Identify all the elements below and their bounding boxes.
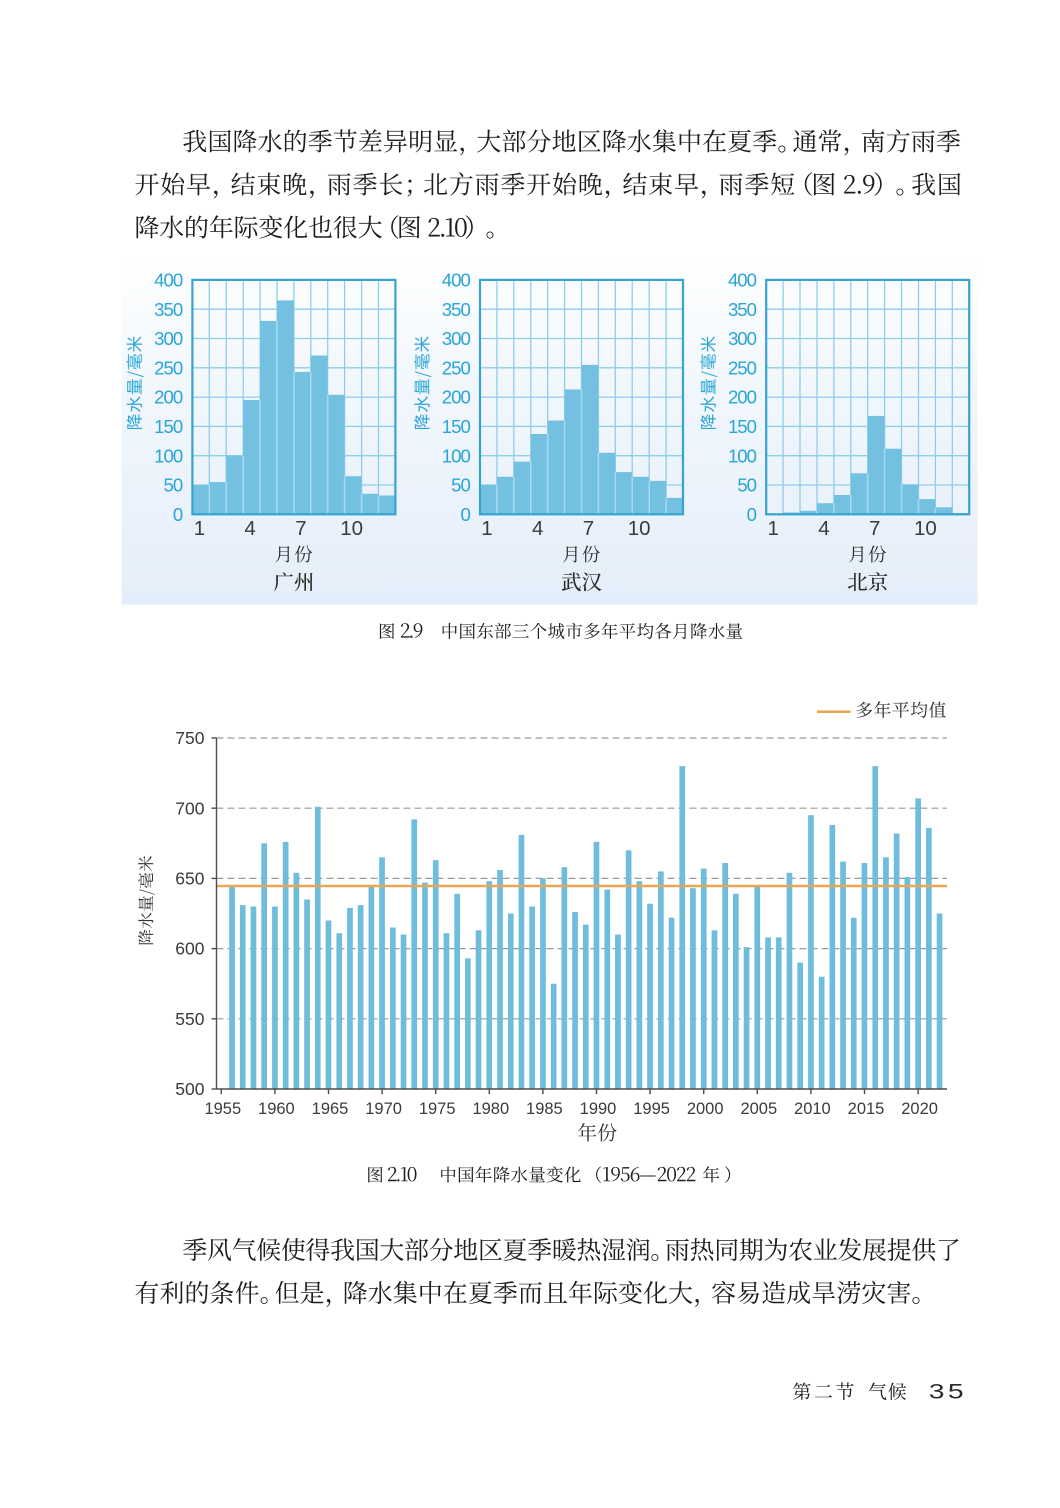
svg-text:35: 35 bbox=[929, 1380, 967, 1404]
svg-text:50: 50 bbox=[737, 475, 756, 496]
svg-text:150: 150 bbox=[154, 416, 183, 437]
svg-text:50: 50 bbox=[451, 475, 470, 496]
svg-text:1985: 1985 bbox=[526, 1100, 563, 1118]
svg-text:1990: 1990 bbox=[580, 1100, 617, 1118]
svg-text:750: 750 bbox=[175, 728, 204, 748]
svg-text:200: 200 bbox=[728, 387, 757, 408]
svg-text:300: 300 bbox=[728, 328, 757, 349]
svg-text:600: 600 bbox=[175, 939, 204, 959]
svg-text:1995: 1995 bbox=[633, 1100, 670, 1118]
svg-text:500: 500 bbox=[175, 1079, 204, 1099]
svg-text:1980: 1980 bbox=[472, 1100, 509, 1118]
svg-text:7: 7 bbox=[583, 517, 594, 540]
svg-text:400: 400 bbox=[154, 270, 183, 291]
svg-text:7: 7 bbox=[295, 517, 306, 540]
svg-text:550: 550 bbox=[175, 1009, 204, 1029]
svg-text:0: 0 bbox=[747, 504, 757, 525]
svg-text:200: 200 bbox=[154, 387, 183, 408]
svg-text:250: 250 bbox=[442, 357, 471, 378]
svg-text:650: 650 bbox=[175, 869, 204, 889]
svg-text:100: 100 bbox=[154, 445, 183, 466]
svg-text:700: 700 bbox=[175, 798, 204, 818]
svg-text:1: 1 bbox=[767, 517, 778, 540]
svg-text:1: 1 bbox=[481, 517, 492, 540]
svg-text:2000: 2000 bbox=[687, 1100, 724, 1118]
svg-text:2005: 2005 bbox=[740, 1100, 777, 1118]
svg-text:10: 10 bbox=[914, 517, 937, 540]
svg-text:1: 1 bbox=[194, 517, 205, 540]
svg-text:150: 150 bbox=[728, 416, 757, 437]
svg-text:4: 4 bbox=[244, 517, 255, 540]
svg-text:1970: 1970 bbox=[365, 1100, 402, 1118]
svg-text:10: 10 bbox=[628, 517, 651, 540]
svg-text:1975: 1975 bbox=[419, 1100, 456, 1118]
svg-text:400: 400 bbox=[442, 270, 471, 291]
svg-text:200: 200 bbox=[442, 387, 471, 408]
svg-text:300: 300 bbox=[442, 328, 471, 349]
svg-text:2010: 2010 bbox=[794, 1100, 831, 1118]
svg-text:2020: 2020 bbox=[901, 1100, 938, 1118]
svg-text:100: 100 bbox=[442, 445, 471, 466]
svg-text:2015: 2015 bbox=[848, 1100, 885, 1118]
svg-text:4: 4 bbox=[532, 517, 543, 540]
svg-text:350: 350 bbox=[154, 299, 183, 320]
svg-text:350: 350 bbox=[728, 299, 757, 320]
svg-text:350: 350 bbox=[442, 299, 471, 320]
svg-text:1960: 1960 bbox=[258, 1100, 295, 1118]
svg-text:100: 100 bbox=[728, 445, 757, 466]
svg-text:7: 7 bbox=[869, 517, 880, 540]
svg-text:150: 150 bbox=[442, 416, 471, 437]
svg-text:250: 250 bbox=[154, 357, 183, 378]
svg-text:1965: 1965 bbox=[312, 1100, 349, 1118]
svg-text:0: 0 bbox=[173, 504, 183, 525]
svg-text:1955: 1955 bbox=[204, 1100, 241, 1118]
svg-text:0: 0 bbox=[460, 504, 470, 525]
svg-text:400: 400 bbox=[728, 270, 757, 291]
svg-text:10: 10 bbox=[340, 517, 363, 540]
svg-text:4: 4 bbox=[818, 517, 829, 540]
svg-text:250: 250 bbox=[728, 357, 757, 378]
svg-text:50: 50 bbox=[164, 475, 183, 496]
svg-text:300: 300 bbox=[154, 328, 183, 349]
